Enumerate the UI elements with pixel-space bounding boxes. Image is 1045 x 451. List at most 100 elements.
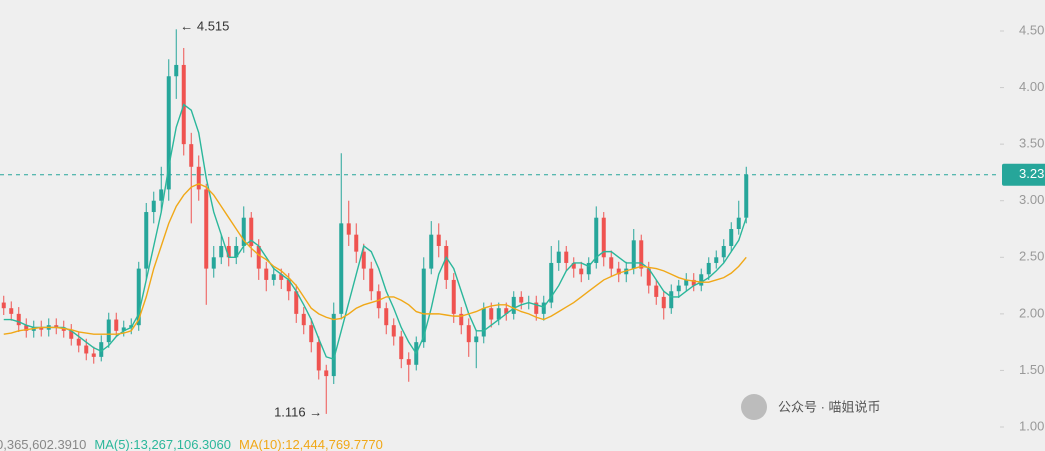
candle-body: [504, 308, 509, 314]
candle-body: [511, 296, 516, 314]
candle-body: [24, 325, 29, 331]
candle-body: [399, 336, 404, 360]
candle-body: [151, 200, 156, 213]
candle-body: [174, 64, 179, 77]
candle-body: [639, 240, 644, 269]
y-tick-label: 1.00: [1019, 418, 1044, 433]
candle-body: [271, 274, 276, 280]
candle-body: [436, 234, 441, 246]
candle-body: [256, 245, 261, 269]
high-annotation: ← 4.515: [180, 19, 229, 34]
candle-body: [166, 76, 171, 190]
candle-body: [646, 268, 651, 286]
candle-body: [541, 302, 546, 314]
candle-body: [39, 327, 44, 330]
candle-body: [601, 217, 606, 258]
candle-body: [706, 262, 711, 275]
candle-body: [429, 234, 434, 269]
candle-body: [241, 217, 246, 246]
y-tick-label: 1.50: [1019, 362, 1044, 377]
candle-body: [564, 251, 569, 263]
candle-body: [91, 353, 96, 357]
candle-body: [729, 229, 734, 246]
candle-body: [76, 338, 81, 346]
candle-body: [406, 359, 411, 365]
candle-body: [444, 245, 449, 280]
candle-body: [609, 257, 614, 269]
candle-body: [556, 251, 561, 263]
candle-body: [489, 308, 494, 320]
candle-body: [219, 245, 224, 258]
indicator-legend: 0,365,602.3910 MA(5):13,267,106.3060 MA(10…: [0, 437, 383, 451]
candle-body: [714, 257, 719, 263]
candle-body: [586, 262, 591, 275]
candle-body: [9, 308, 14, 314]
candle-body: [616, 268, 621, 275]
candle-body: [736, 217, 741, 230]
y-tick-label: 4.00: [1019, 79, 1044, 94]
y-tick-label: 2.00: [1019, 305, 1044, 320]
candle-body: [459, 313, 464, 326]
candle-body: [451, 279, 456, 314]
candle-body: [189, 144, 194, 167]
candle-body: [264, 268, 269, 280]
y-tick-label: 3.50: [1019, 136, 1044, 151]
candle-body: [481, 308, 486, 337]
last-price-label: 3.23: [1019, 166, 1044, 181]
candle-body: [136, 268, 141, 326]
candle-body: [691, 279, 696, 286]
y-tick-label: 2.50: [1019, 249, 1044, 264]
candle-body: [196, 166, 201, 190]
candle-body: [474, 336, 479, 343]
candle-body: [234, 245, 239, 258]
candle-body: [106, 319, 111, 343]
candle-body: [384, 308, 389, 326]
candle-body: [579, 268, 584, 275]
candle-body: [294, 291, 299, 314]
candle-body: [549, 262, 554, 303]
last-price-tag: [1002, 163, 1045, 186]
candle-body: [669, 291, 674, 309]
candle-body: [519, 296, 524, 303]
candle-body: [159, 189, 164, 201]
candle-body: [699, 274, 704, 286]
candle-body: [316, 342, 321, 371]
candle-body: [204, 189, 209, 269]
candle-body: [354, 234, 359, 252]
candle-body: [466, 325, 471, 343]
candle-body: [16, 313, 21, 326]
candle-body: [684, 279, 689, 286]
candle-body: [54, 325, 59, 328]
candle-body: [631, 240, 636, 269]
y-tick-label: 4.50: [1019, 22, 1044, 37]
indicator-label: MA(10):12,444,769.7770: [239, 437, 383, 451]
candle-body: [369, 268, 374, 292]
candle-body: [144, 212, 149, 269]
watermark-icon: [741, 394, 767, 420]
watermark: 公众号 · 喵姐说币: [778, 399, 881, 414]
candle-body: [744, 174, 749, 218]
candle-body: [361, 251, 366, 269]
candle-body: [661, 296, 666, 309]
candle-body: [346, 223, 351, 235]
candle-body: [534, 302, 539, 314]
candle-body: [279, 274, 284, 280]
candle-body: [676, 285, 681, 292]
candle-body: [391, 325, 396, 337]
indicator-label: 0,365,602.3910: [0, 437, 86, 451]
candle-body: [69, 330, 74, 339]
candle-body: [301, 313, 306, 326]
candle-body: [654, 285, 659, 297]
indicator-label: MA(5):13,267,106.3060: [94, 437, 231, 451]
candle-body: [571, 262, 576, 269]
candle-body: [309, 325, 314, 343]
candle-body: [84, 345, 89, 354]
candle-body: [211, 257, 216, 269]
candle-body: [594, 217, 599, 263]
ma-line: [3, 103, 747, 361]
y-tick-label: 3.00: [1019, 192, 1044, 207]
candle-body: [324, 370, 329, 377]
ma-line: [3, 182, 747, 335]
